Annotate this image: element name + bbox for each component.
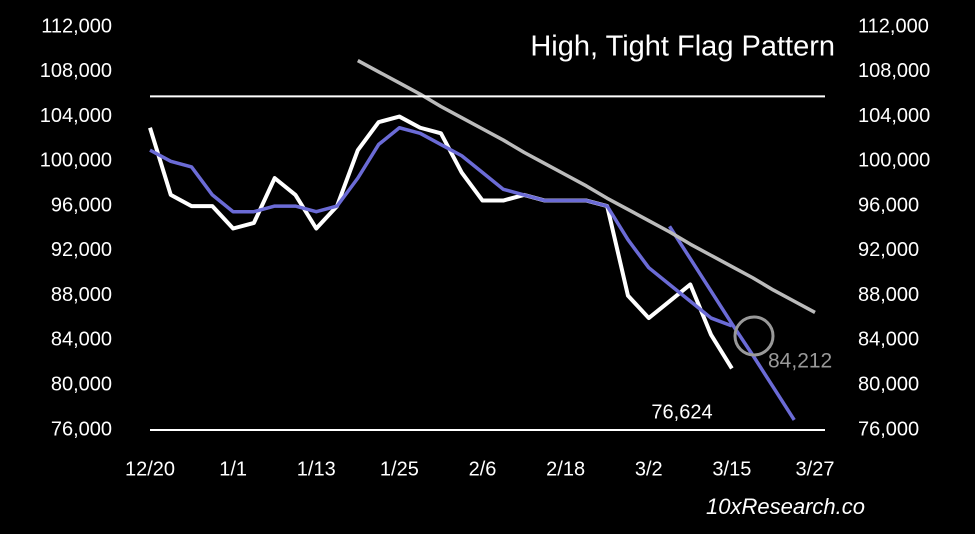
series-line [148,114,734,370]
y2-tick-label: 80,000 [858,374,919,396]
x-tick-label: 3/27 [796,458,835,480]
footer: 10xResearch.co [706,494,865,519]
series-line [668,225,796,421]
series-line [356,59,816,314]
y-tick-label: 112,000 [41,15,112,37]
x-tick-label: 1/1 [219,458,247,480]
y2-tick-label: 96,000 [858,194,919,216]
y-tick-label: 80,000 [51,374,112,396]
x-tick-label: 12/20 [125,458,175,480]
y-tick-label: 96,000 [51,194,112,216]
x-tick-label: 1/13 [297,458,336,480]
x-tick-label: 2/18 [546,458,585,480]
y2-tick-label: 100,000 [858,150,930,172]
y-tick-label: 92,000 [51,239,112,261]
y2-tick-label: 112,000 [858,15,929,37]
x-tick-label: 2/6 [469,458,497,480]
y2-tick-label: 76,000 [858,418,919,440]
series-line [149,126,733,328]
y2-tick-label: 104,000 [858,105,930,127]
y2-tick-label: 84,000 [858,329,919,351]
highlight-circle [733,315,775,357]
y-tick-label: 108,000 [40,60,112,82]
x-tick-label: 1/25 [380,458,419,480]
x-tick-label: 3/2 [635,458,663,480]
y-tick-label: 100,000 [40,150,112,172]
price-annotation: 84,212 [768,350,832,373]
y-tick-label: 88,000 [51,284,112,306]
y2-tick-label: 92,000 [858,239,919,261]
y-tick-label: 84,000 [51,329,112,351]
y2-tick-label: 108,000 [858,60,930,82]
y-tick-label: 104,000 [40,105,112,127]
y2-tick-label: 88,000 [858,284,919,306]
y-tick-label: 76,000 [51,418,112,440]
x-tick-label: 3/15 [712,458,751,480]
chart-title: High, Tight Flag Pattern [530,31,835,63]
low-annotation: 76,624 [651,401,712,423]
